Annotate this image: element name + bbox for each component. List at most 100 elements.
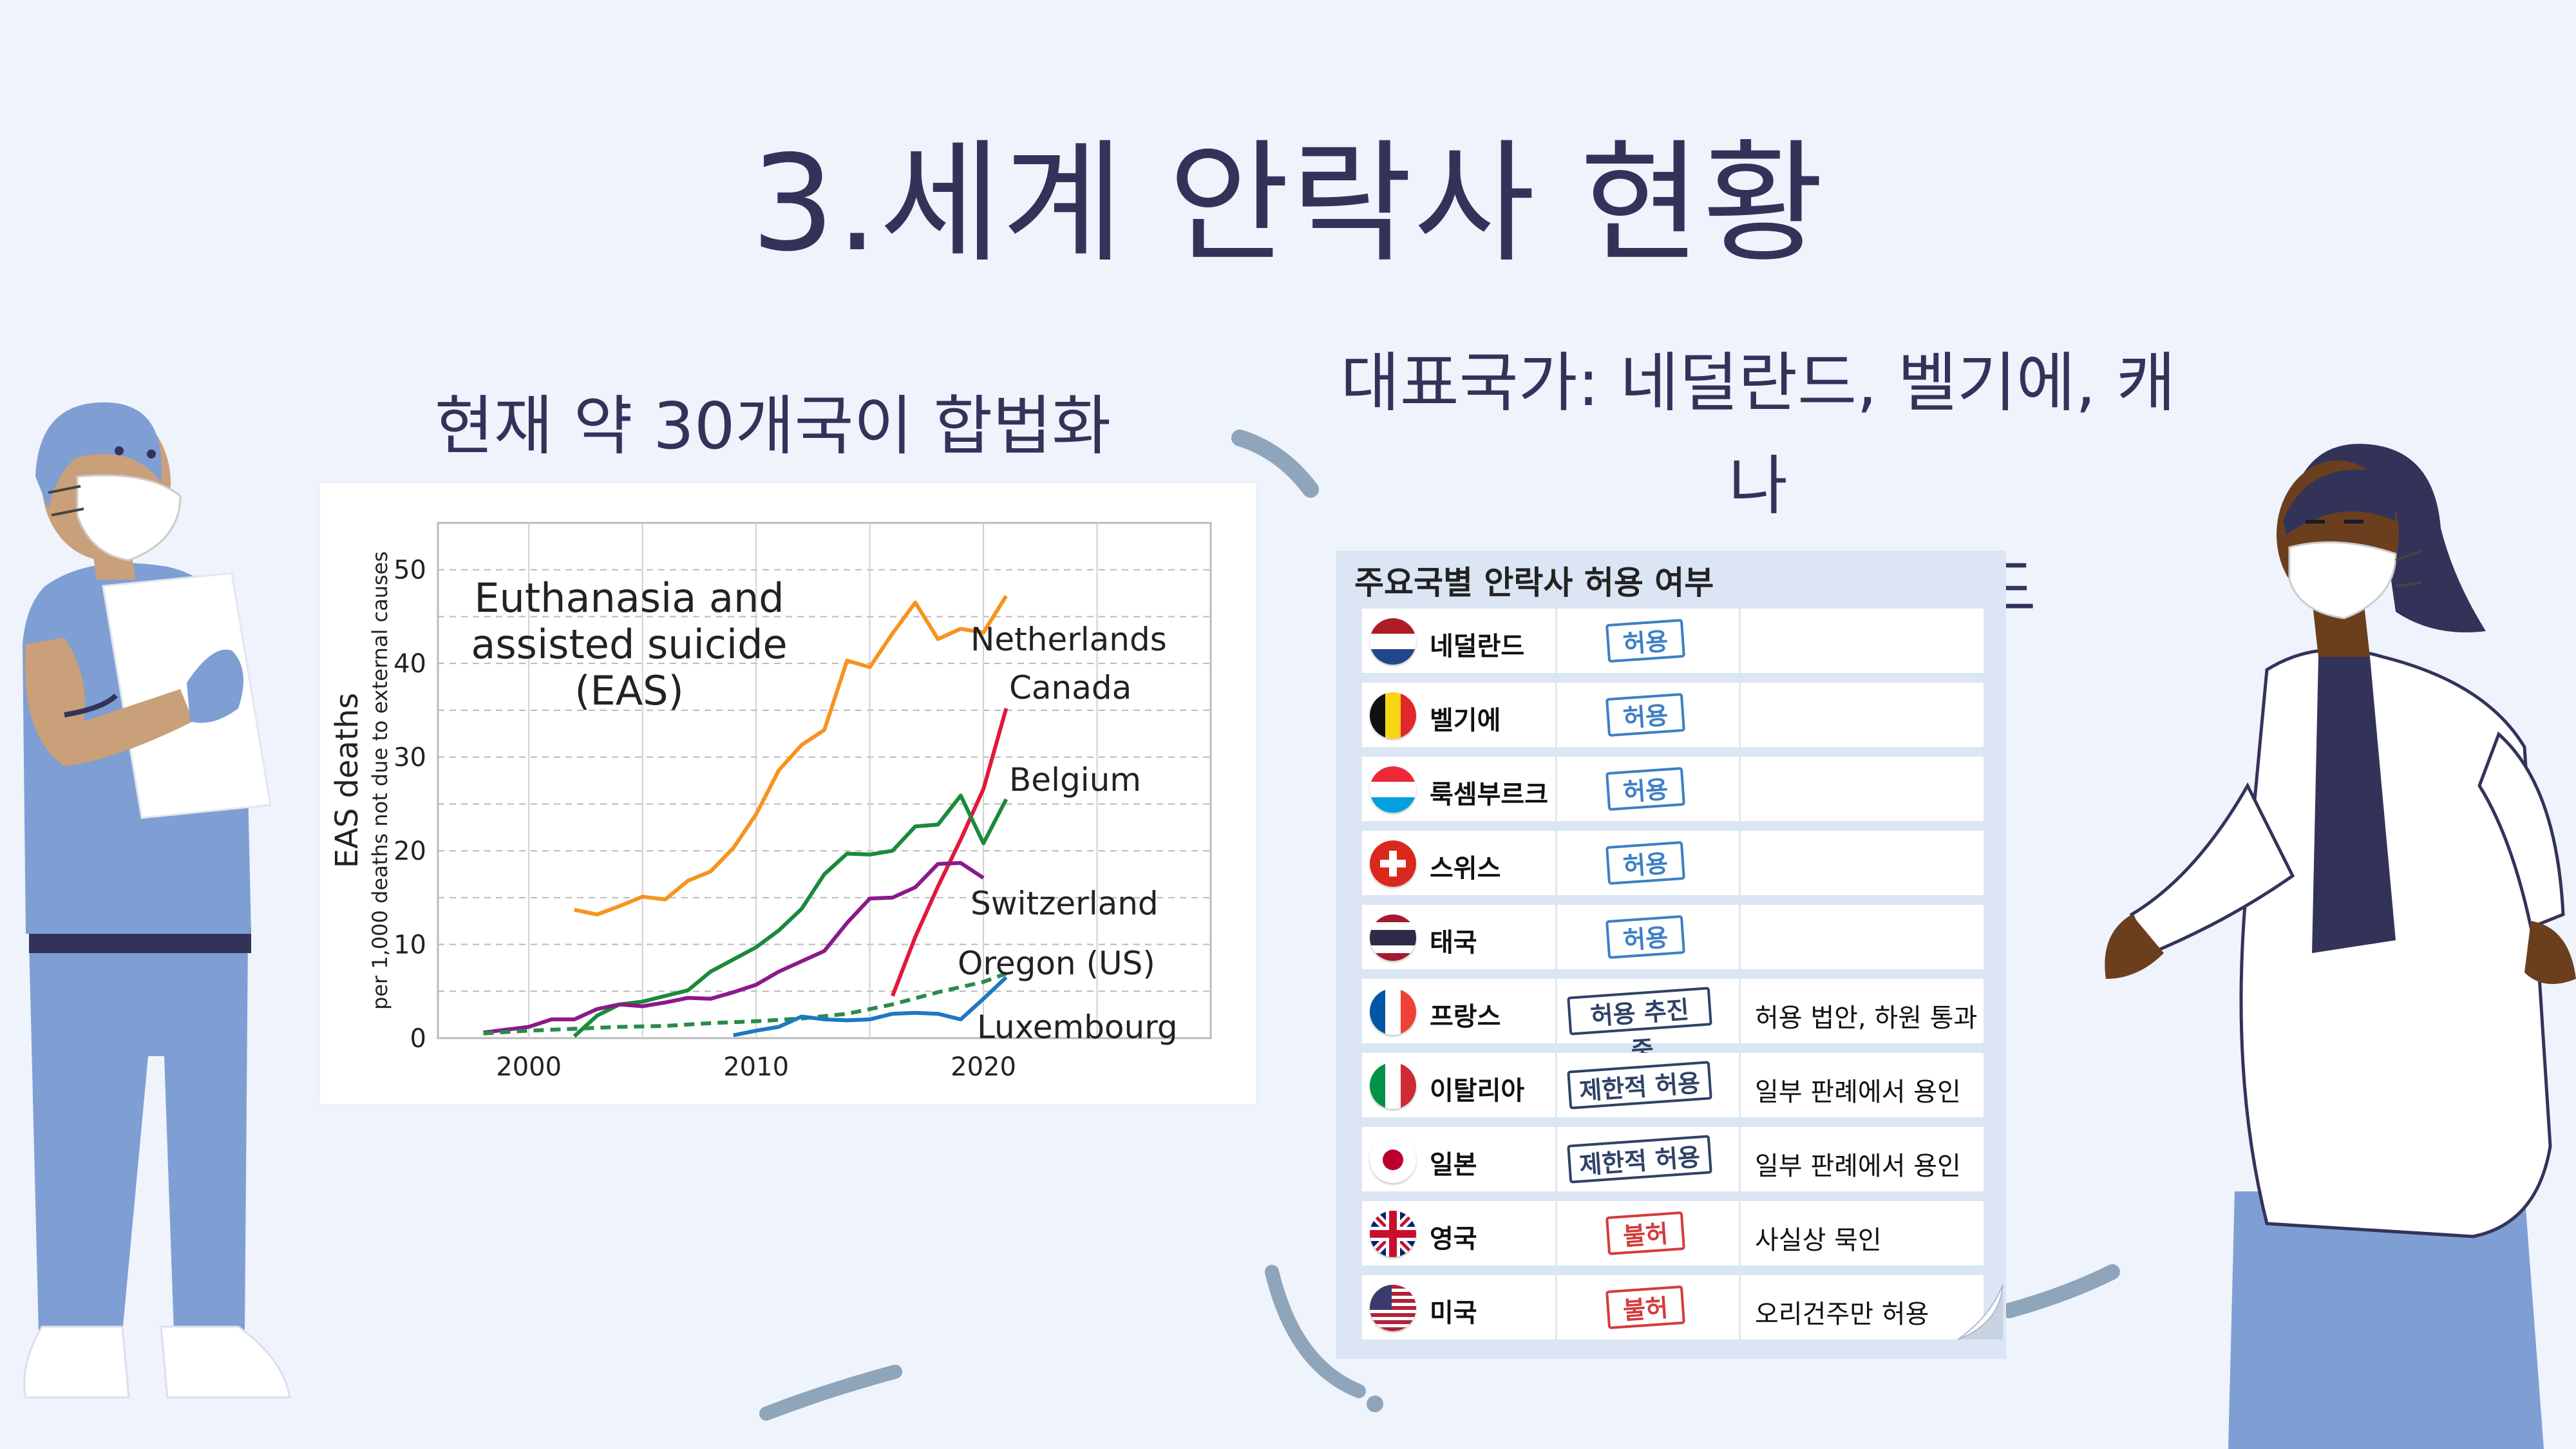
column-divider [1555,1201,1557,1265]
table-row: 영국 불허 사실상 묵인 [1362,1201,1984,1265]
status-stamp: 허용 [1605,766,1685,811]
series-label: Switzerland [971,885,1159,922]
series-label: Canada [1009,669,1132,706]
eas-chart-svg: 0 10 20 30 40 50 2000 2010 2020 Netherlands Canad… [329,522,1212,1082]
status-stamp: 제한적 허용 [1567,1135,1712,1184]
series-label: Oregon (US) [958,945,1155,982]
japan-flag-icon [1370,1137,1416,1183]
country-name: 영국 [1430,1224,1477,1254]
table-row: 이탈리아 제한적 허용 일부 판례에서 용인 [1362,1053,1984,1117]
column-divider [1739,905,1741,969]
status-note: 사실상 묵인 [1755,1226,1882,1255]
usa-flag-icon [1370,1285,1416,1331]
table-title: 주요국별 안락사 허용 여부 [1354,564,1714,601]
country-name: 일본 [1430,1150,1477,1180]
x-tick-label: 2000 [496,1052,562,1082]
series-line-luxembourg [733,976,1008,1037]
country-name: 벨기에 [1430,706,1501,735]
left-subtitle: 현재 약 30개국이 합법화 [434,388,1112,464]
eas-chart: 0 10 20 30 40 50 2000 2010 2020 Netherlands Canad… [320,483,1256,1104]
column-divider [1739,1275,1741,1340]
y-tick-label: 20 [393,837,426,866]
column-divider [1555,831,1557,895]
column-divider [1739,757,1741,821]
column-divider [1555,979,1557,1043]
y-tick-label: 30 [393,743,426,773]
luxembourg-flag-icon [1370,766,1416,813]
series-line-switzerland [483,861,985,1035]
column-divider [1555,1275,1557,1340]
column-divider [1739,609,1741,673]
status-stamp: 제한적 허용 [1567,1061,1712,1110]
table-row: 프랑스 허용 추진 중 허용 법안, 하원 통과 [1362,979,1984,1065]
france-flag-icon [1370,989,1416,1035]
series-line-oregon-us [483,971,1007,1036]
series-line-belgium [573,793,1009,1038]
chart-title-line: Euthanasia and [474,574,784,621]
table-row: 룩셈부르크 허용 [1362,757,1984,821]
doctor-illustration [2105,444,2576,1449]
uk-flag-icon [1370,1211,1416,1257]
table-row: 네덜란드 허용 [1362,609,1984,673]
switzerland-flag-icon [1370,840,1416,887]
series-label: Netherlands [971,621,1167,658]
series-line-netherlands [574,594,1008,916]
x-tick-label: 2020 [951,1052,1016,1082]
column-divider [1739,831,1741,895]
nurse-illustration [23,402,291,1399]
country-name: 네덜란드 [1430,632,1525,661]
table-row: 벨기에 허용 [1362,683,1984,747]
status-stamp: 허용 추진 중 [1567,987,1712,1065]
country-name: 태국 [1430,928,1477,958]
status-stamp: 허용 [1605,692,1685,737]
country-name: 미국 [1430,1298,1477,1328]
status-stamp: 불허 [1605,1285,1685,1330]
y-axis-sublabel: per 1,000 deaths not due to external cau… [368,551,392,1010]
page-title: 3.세계 안락사 현황 [750,128,1826,281]
status-stamp: 허용 [1605,840,1685,886]
status-note: 오리건주만 허용 [1755,1300,1929,1329]
column-divider [1555,757,1557,821]
right-subtitle-line-1: 대표국가: 네덜란드, 벨기에, 캐나 [1340,345,2176,524]
table-row: 미국 불허 오리건주만 허용 [1362,1275,1984,1340]
column-divider [1555,609,1557,673]
x-tick-label: 2010 [723,1052,789,1082]
series-label: Belgium [1009,761,1141,799]
status-note: 허용 법안, 하원 통과 [1755,1003,1978,1033]
column-divider [1555,1127,1557,1191]
column-divider [1739,683,1741,747]
table-row: 스위스 허용 [1362,831,1984,895]
chart-title: Euthanasia and assisted suicide (EAS) [471,574,787,714]
thailand-flag-icon [1370,914,1416,961]
country-name: 스위스 [1430,854,1501,884]
status-note: 일부 판례에서 용인 [1755,1077,1961,1107]
column-divider [1555,1053,1557,1117]
series-label: Luxembourg [977,1009,1178,1046]
y-tick-label: 50 [393,556,426,585]
chart-title-line: assisted suicide [471,621,787,668]
status-stamp: 불허 [1605,1211,1685,1256]
column-divider [1555,683,1557,747]
status-note: 일부 판례에서 용인 [1755,1151,1961,1181]
y-tick-label: 0 [410,1024,426,1054]
status-stamp: 허용 [1605,914,1685,960]
y-tick-label: 10 [393,931,426,960]
belgium-flag-icon [1370,692,1416,739]
column-divider [1555,905,1557,969]
chart-title-line: (EAS) [574,667,683,714]
country-name: 룩셈부르크 [1430,780,1548,810]
italy-flag-icon [1370,1063,1416,1109]
netherlands-flag-icon [1370,618,1416,665]
column-divider [1739,1201,1741,1265]
table-row: 태국 허용 [1362,905,1984,969]
column-divider [1739,1127,1741,1191]
y-axis-label: EAS deaths [329,693,365,869]
y-tick-label: 40 [393,649,426,679]
page-curl-icon [1957,1284,2003,1340]
euthanasia-status-table: 주요국별 안락사 허용 여부 네덜란드 허용 벨기에 허용 룩셈부르크 허용 스위스 허용 태국… [1336,551,2006,1359]
status-stamp: 허용 [1605,618,1685,663]
column-divider [1739,979,1741,1043]
country-name: 이탈리아 [1430,1076,1525,1106]
table-row: 일본 제한적 허용 일부 판례에서 용인 [1362,1127,1984,1191]
